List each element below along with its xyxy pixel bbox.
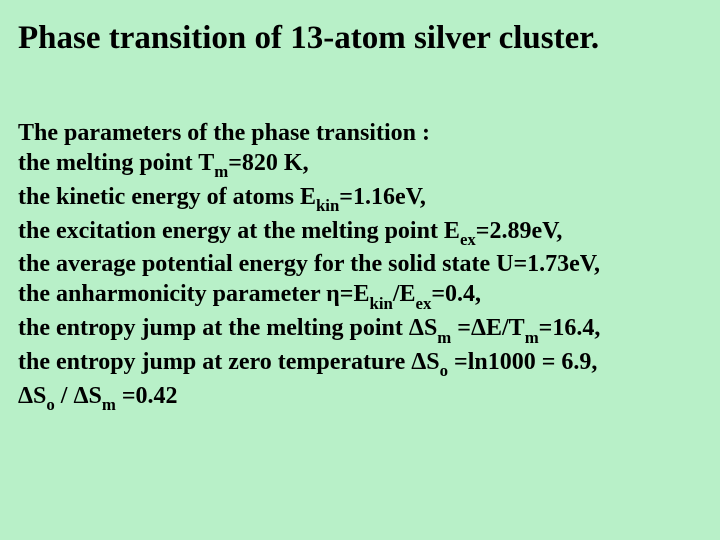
text: the excitation energy at the melting poi… xyxy=(18,218,460,244)
subscript-kin: kin xyxy=(316,196,339,215)
line-potential-energy: the average potential energy for the sol… xyxy=(18,249,702,279)
text: the anharmonicity parameter η=E xyxy=(18,281,369,307)
line-melting-point: the melting point Tm=820 K, xyxy=(18,148,702,182)
subscript-ex: ex xyxy=(416,294,432,313)
subscript-m: m xyxy=(102,395,116,414)
text: =ln1000 = 6.9, xyxy=(448,349,597,375)
text: / ΔS xyxy=(55,383,102,409)
subscript-o: o xyxy=(440,361,448,380)
line-entropy-jump-zero: the entropy jump at zero temperature ΔSo… xyxy=(18,347,702,381)
slide: Phase transition of 13-atom silver clust… xyxy=(0,0,720,540)
subscript-ex: ex xyxy=(460,230,476,249)
subscript-kin: kin xyxy=(369,294,392,313)
text: =820 K, xyxy=(228,150,308,176)
text: =0.4, xyxy=(431,281,481,307)
text: /E xyxy=(393,281,416,307)
text: the melting point T xyxy=(18,150,214,176)
line-kinetic-energy: the kinetic energy of atoms Ekin=1.16eV, xyxy=(18,182,702,216)
text: =1.16eV, xyxy=(339,184,426,210)
line-entropy-jump-melting: the entropy jump at the melting point ΔS… xyxy=(18,313,702,347)
text: =0.42 xyxy=(116,383,178,409)
subscript-o: o xyxy=(46,395,54,414)
subscript-m: m xyxy=(437,328,451,347)
subscript-m: m xyxy=(214,162,228,181)
page-title: Phase transition of 13-atom silver clust… xyxy=(18,20,702,58)
text: ΔS xyxy=(18,383,46,409)
text: the entropy jump at the melting point ΔS xyxy=(18,315,437,341)
text: the kinetic energy of atoms E xyxy=(18,184,316,210)
body-text: The parameters of the phase transition :… xyxy=(18,118,702,414)
line-anharmonicity: the anharmonicity parameter η=Ekin/Eex=0… xyxy=(18,279,702,313)
line-entropy-ratio: ΔSo / ΔSm =0.42 xyxy=(18,381,702,415)
line-excitation-energy: the excitation energy at the melting poi… xyxy=(18,216,702,250)
line-intro: The parameters of the phase transition : xyxy=(18,118,702,148)
text: the entropy jump at zero temperature ΔS xyxy=(18,349,440,375)
text: =ΔE/T xyxy=(451,315,524,341)
text: =2.89eV, xyxy=(476,218,563,244)
subscript-m: m xyxy=(525,328,539,347)
text: =16.4, xyxy=(539,315,601,341)
